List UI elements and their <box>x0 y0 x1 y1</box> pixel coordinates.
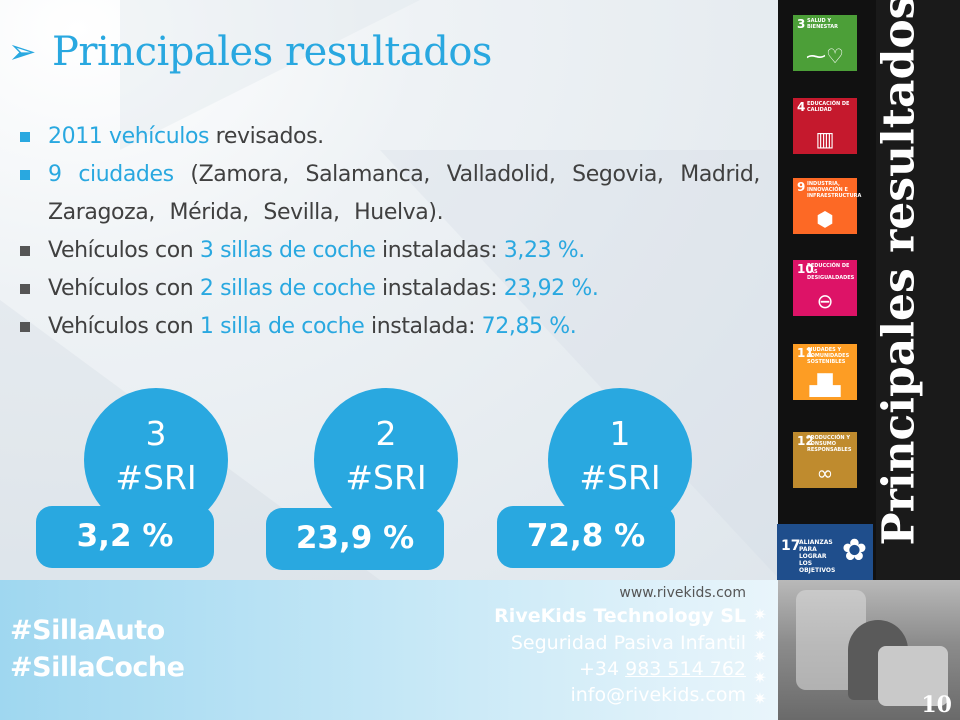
sdg-label: CIUDADES Y COMUNIDADES SOSTENIBLES <box>807 347 850 365</box>
sdg-number: 11 <box>797 346 814 360</box>
sri-number: 2 <box>375 414 397 453</box>
page-title: Principales resultados <box>52 29 492 75</box>
contact-block: www.rivekids.com RiveKids Technology SL … <box>494 584 746 708</box>
star-icon: ✷ <box>753 605 767 624</box>
sdg-label: REDUCCIÓN DE LAS DESIGUALDADES <box>807 263 855 281</box>
percentage-value: 72,85 %. <box>481 314 577 339</box>
sdg-12-tile: 12 PRODUCCIÓN Y CONSUMO RESPONSABLES ∞ <box>793 432 857 488</box>
tagline: Seguridad Pasiva Infantil <box>510 632 746 654</box>
infinity-icon: ∞ <box>816 461 834 485</box>
list-item-text: Vehículos con <box>48 276 200 301</box>
book-icon: ▥ <box>815 127 835 151</box>
sdg-11-tile: 11 CIUDADES Y COMUNIDADES SOSTENIBLES ▟▙ <box>793 344 857 400</box>
sri-percent-pill: 72,8 % <box>497 506 675 568</box>
sri-percent-pill: 23,9 % <box>266 508 444 570</box>
sdg-number: 9 <box>797 180 806 194</box>
vertical-section-title: Principales resultados <box>873 0 925 546</box>
star-icon: ✷ <box>753 668 767 687</box>
list-item-text: (Zamora, Salamanca, Valladolid, Segovia,… <box>48 162 760 225</box>
sdg-4-tile: 4 EDUCACIÓN DE CALIDAD ▥ <box>793 98 857 154</box>
sri-number: 1 <box>609 414 631 453</box>
star-bullets: ✷ ✷ ✷ ✷ ✷ <box>752 604 768 709</box>
sdg-label: EDUCACIÓN DE CALIDAD <box>807 101 850 113</box>
percentage-value: 23,92 %. <box>503 276 599 301</box>
heartbeat-icon: ⁓♡ <box>806 44 844 68</box>
square-bullet-icon <box>20 322 30 332</box>
list-item: Vehículos con 3 sillas de coche instalad… <box>20 232 760 270</box>
background-facet <box>120 0 420 150</box>
phone-link[interactable]: 983 514 762 <box>625 658 746 680</box>
hashtag-silla-coche: #SillaCoche <box>10 652 185 683</box>
sdg-10-tile: 10 REDUCCIÓN DE LAS DESIGUALDADES ⊖ <box>793 260 857 316</box>
list-item-text: revisados. <box>209 124 324 149</box>
sri-percent-pill: 3,2 % <box>36 506 214 568</box>
slide-title: ➢ Principales resultados <box>8 24 492 80</box>
results-list: 2011 vehículos revisados. 9 ciudades (Za… <box>20 118 760 346</box>
seat-count-label: 3 sillas de coche <box>199 238 376 263</box>
sdg-label: ALIANZAS PARA LOGRAR LOS OBJETIVOS <box>799 539 836 574</box>
hashtags: #SillaAuto #SillaCoche <box>10 612 185 686</box>
equality-icon: ⊖ <box>816 289 834 313</box>
list-item-text: Vehículos con <box>48 314 200 339</box>
arrow-bullet-icon: ➢ <box>8 32 37 72</box>
sri-label: #SRI <box>579 458 661 497</box>
star-icon: ✷ <box>753 689 767 708</box>
star-icon: ✷ <box>753 647 767 666</box>
list-item: 9 ciudades (Zamora, Salamanca, Valladoli… <box>20 156 760 232</box>
email-link[interactable]: info@rivekids.com <box>570 684 746 706</box>
square-bullet-icon <box>20 246 30 256</box>
list-item-text: Vehículos con <box>48 238 200 263</box>
sdg-number: 4 <box>797 100 806 114</box>
list-item-text: instaladas: <box>375 238 504 263</box>
city-icon: ▟▙ <box>809 373 841 397</box>
sdg-label: INDUSTRIA, INNOVACIÓN E INFRAESTRUCTURA <box>807 181 862 199</box>
sdg-number: 10 <box>797 262 814 276</box>
sri-number: 3 <box>145 414 167 453</box>
sdg-3-tile: 3 SALUD Y BIENESTAR ⁓♡ <box>793 15 857 71</box>
square-bullet-icon <box>20 284 30 294</box>
list-item: 2011 vehículos revisados. <box>20 118 760 156</box>
square-bullet-icon <box>20 132 30 142</box>
percentage-value: 3,23 %. <box>503 238 585 263</box>
seat-count-label: 2 sillas de coche <box>199 276 376 301</box>
list-item-text: instalada: <box>364 314 482 339</box>
sdg-17-tile: 17 ALIANZAS PARA LOGRAR LOS OBJETIVOS ✿ <box>777 524 873 580</box>
sdg-9-tile: 9 INDUSTRIA, INNOVACIÓN E INFRAESTRUCTUR… <box>793 178 862 234</box>
company-name: RiveKids Technology SL <box>494 605 746 627</box>
page-number: 10 <box>921 692 952 718</box>
cubes-icon: ⬢ <box>816 207 834 231</box>
photo-shape <box>878 646 948 706</box>
list-item: Vehículos con 1 silla de coche instalada… <box>20 308 760 346</box>
cities-count: 9 ciudades <box>48 162 174 187</box>
list-item-text: instaladas: <box>375 276 504 301</box>
sdg-label: SALUD Y BIENESTAR <box>807 18 839 30</box>
sri-label: #SRI <box>345 458 427 497</box>
sdg-label: PRODUCCIÓN Y CONSUMO RESPONSABLES <box>807 435 852 453</box>
sdg-number: 12 <box>797 434 814 448</box>
vehicles-count: 2011 vehículos <box>48 124 210 149</box>
phone-prefix: +34 <box>578 658 626 680</box>
website-link[interactable]: www.rivekids.com <box>619 585 746 601</box>
flower-icon: ✿ <box>841 533 867 568</box>
seat-count-label: 1 silla de coche <box>199 314 365 339</box>
footer-banner <box>0 580 778 720</box>
sri-label: #SRI <box>115 458 197 497</box>
phone-line: +34 983 514 762 <box>494 656 746 682</box>
sdg-number: 17 <box>781 538 801 554</box>
family-photo: 10 <box>778 580 960 720</box>
star-icon: ✷ <box>753 626 767 645</box>
list-item: Vehículos con 2 sillas de coche instalad… <box>20 270 760 308</box>
square-bullet-icon <box>20 170 30 180</box>
sdg-number: 3 <box>797 17 806 31</box>
hashtag-silla-auto: #SillaAuto <box>10 615 165 646</box>
